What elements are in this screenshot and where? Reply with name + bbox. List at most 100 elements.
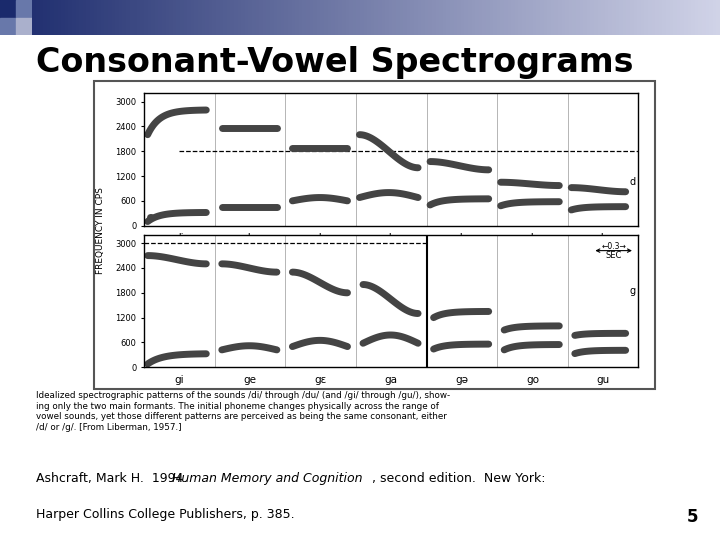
Bar xyxy=(313,0,317,35)
Bar xyxy=(360,0,364,35)
Bar xyxy=(580,0,583,35)
Bar xyxy=(497,0,500,35)
Bar xyxy=(119,0,122,35)
Text: SEC: SEC xyxy=(606,251,622,260)
Bar xyxy=(306,0,310,35)
Bar xyxy=(277,0,281,35)
Bar xyxy=(61,0,65,35)
Bar xyxy=(83,0,86,35)
Bar xyxy=(428,0,432,35)
Bar xyxy=(565,0,569,35)
Text: Consonant-Vowel Spectrograms: Consonant-Vowel Spectrograms xyxy=(36,45,634,79)
Bar xyxy=(155,0,158,35)
Bar xyxy=(310,0,313,35)
Bar xyxy=(126,0,130,35)
Bar xyxy=(29,0,32,35)
Bar xyxy=(623,0,626,35)
Bar xyxy=(590,0,594,35)
Bar xyxy=(594,0,598,35)
Bar xyxy=(482,0,486,35)
Bar xyxy=(320,0,324,35)
Bar xyxy=(461,0,464,35)
Text: Human Memory and Cognition: Human Memory and Cognition xyxy=(172,471,363,484)
Bar xyxy=(32,0,36,35)
Bar xyxy=(166,0,169,35)
Bar xyxy=(443,0,446,35)
Bar xyxy=(209,0,212,35)
Bar xyxy=(148,0,151,35)
Bar xyxy=(713,0,716,35)
Bar xyxy=(374,0,378,35)
Bar xyxy=(54,0,58,35)
Bar xyxy=(338,0,342,35)
Bar xyxy=(680,0,684,35)
Bar xyxy=(684,0,688,35)
Bar xyxy=(659,0,662,35)
Bar xyxy=(612,0,616,35)
Bar xyxy=(508,0,511,35)
Bar xyxy=(454,0,457,35)
Bar xyxy=(601,0,605,35)
Bar xyxy=(378,0,382,35)
Bar xyxy=(169,0,173,35)
Bar xyxy=(187,0,191,35)
Bar xyxy=(295,0,299,35)
Bar xyxy=(670,0,673,35)
Bar xyxy=(630,0,634,35)
Bar xyxy=(79,0,83,35)
Text: d: d xyxy=(630,177,636,187)
Bar xyxy=(137,0,140,35)
Bar xyxy=(652,0,655,35)
Bar xyxy=(364,0,367,35)
Bar xyxy=(446,0,450,35)
Bar xyxy=(421,0,425,35)
Bar xyxy=(227,0,230,35)
Bar xyxy=(140,0,144,35)
Bar xyxy=(216,0,220,35)
Bar xyxy=(112,0,115,35)
Bar xyxy=(284,0,288,35)
Bar xyxy=(212,0,216,35)
Bar xyxy=(238,0,241,35)
Bar xyxy=(16,17,32,35)
Bar xyxy=(101,0,104,35)
Bar xyxy=(486,0,490,35)
Bar xyxy=(194,0,198,35)
Bar xyxy=(97,0,101,35)
Bar xyxy=(25,0,29,35)
Bar xyxy=(130,0,133,35)
Bar xyxy=(252,0,256,35)
Bar xyxy=(353,0,356,35)
Bar xyxy=(202,0,205,35)
Bar xyxy=(572,0,576,35)
Bar xyxy=(331,0,335,35)
Bar xyxy=(292,0,295,35)
Bar xyxy=(468,0,472,35)
Bar xyxy=(241,0,245,35)
Bar xyxy=(634,0,637,35)
Bar xyxy=(245,0,248,35)
Bar xyxy=(220,0,223,35)
Bar xyxy=(644,0,648,35)
Bar xyxy=(11,0,14,35)
Bar xyxy=(666,0,670,35)
Bar xyxy=(65,0,68,35)
Bar xyxy=(518,0,522,35)
Bar xyxy=(104,0,108,35)
Bar xyxy=(551,0,554,35)
Bar xyxy=(302,0,306,35)
Bar xyxy=(335,0,338,35)
Bar xyxy=(698,0,702,35)
Bar xyxy=(133,0,137,35)
Text: Ashcraft, Mark H.  1994.: Ashcraft, Mark H. 1994. xyxy=(36,471,195,484)
Bar xyxy=(576,0,580,35)
Bar xyxy=(706,0,709,35)
Bar xyxy=(702,0,706,35)
Bar xyxy=(472,0,475,35)
Bar xyxy=(22,0,25,35)
Bar xyxy=(475,0,479,35)
Bar xyxy=(288,0,292,35)
Bar xyxy=(673,0,677,35)
Bar xyxy=(385,0,389,35)
Bar xyxy=(349,0,353,35)
